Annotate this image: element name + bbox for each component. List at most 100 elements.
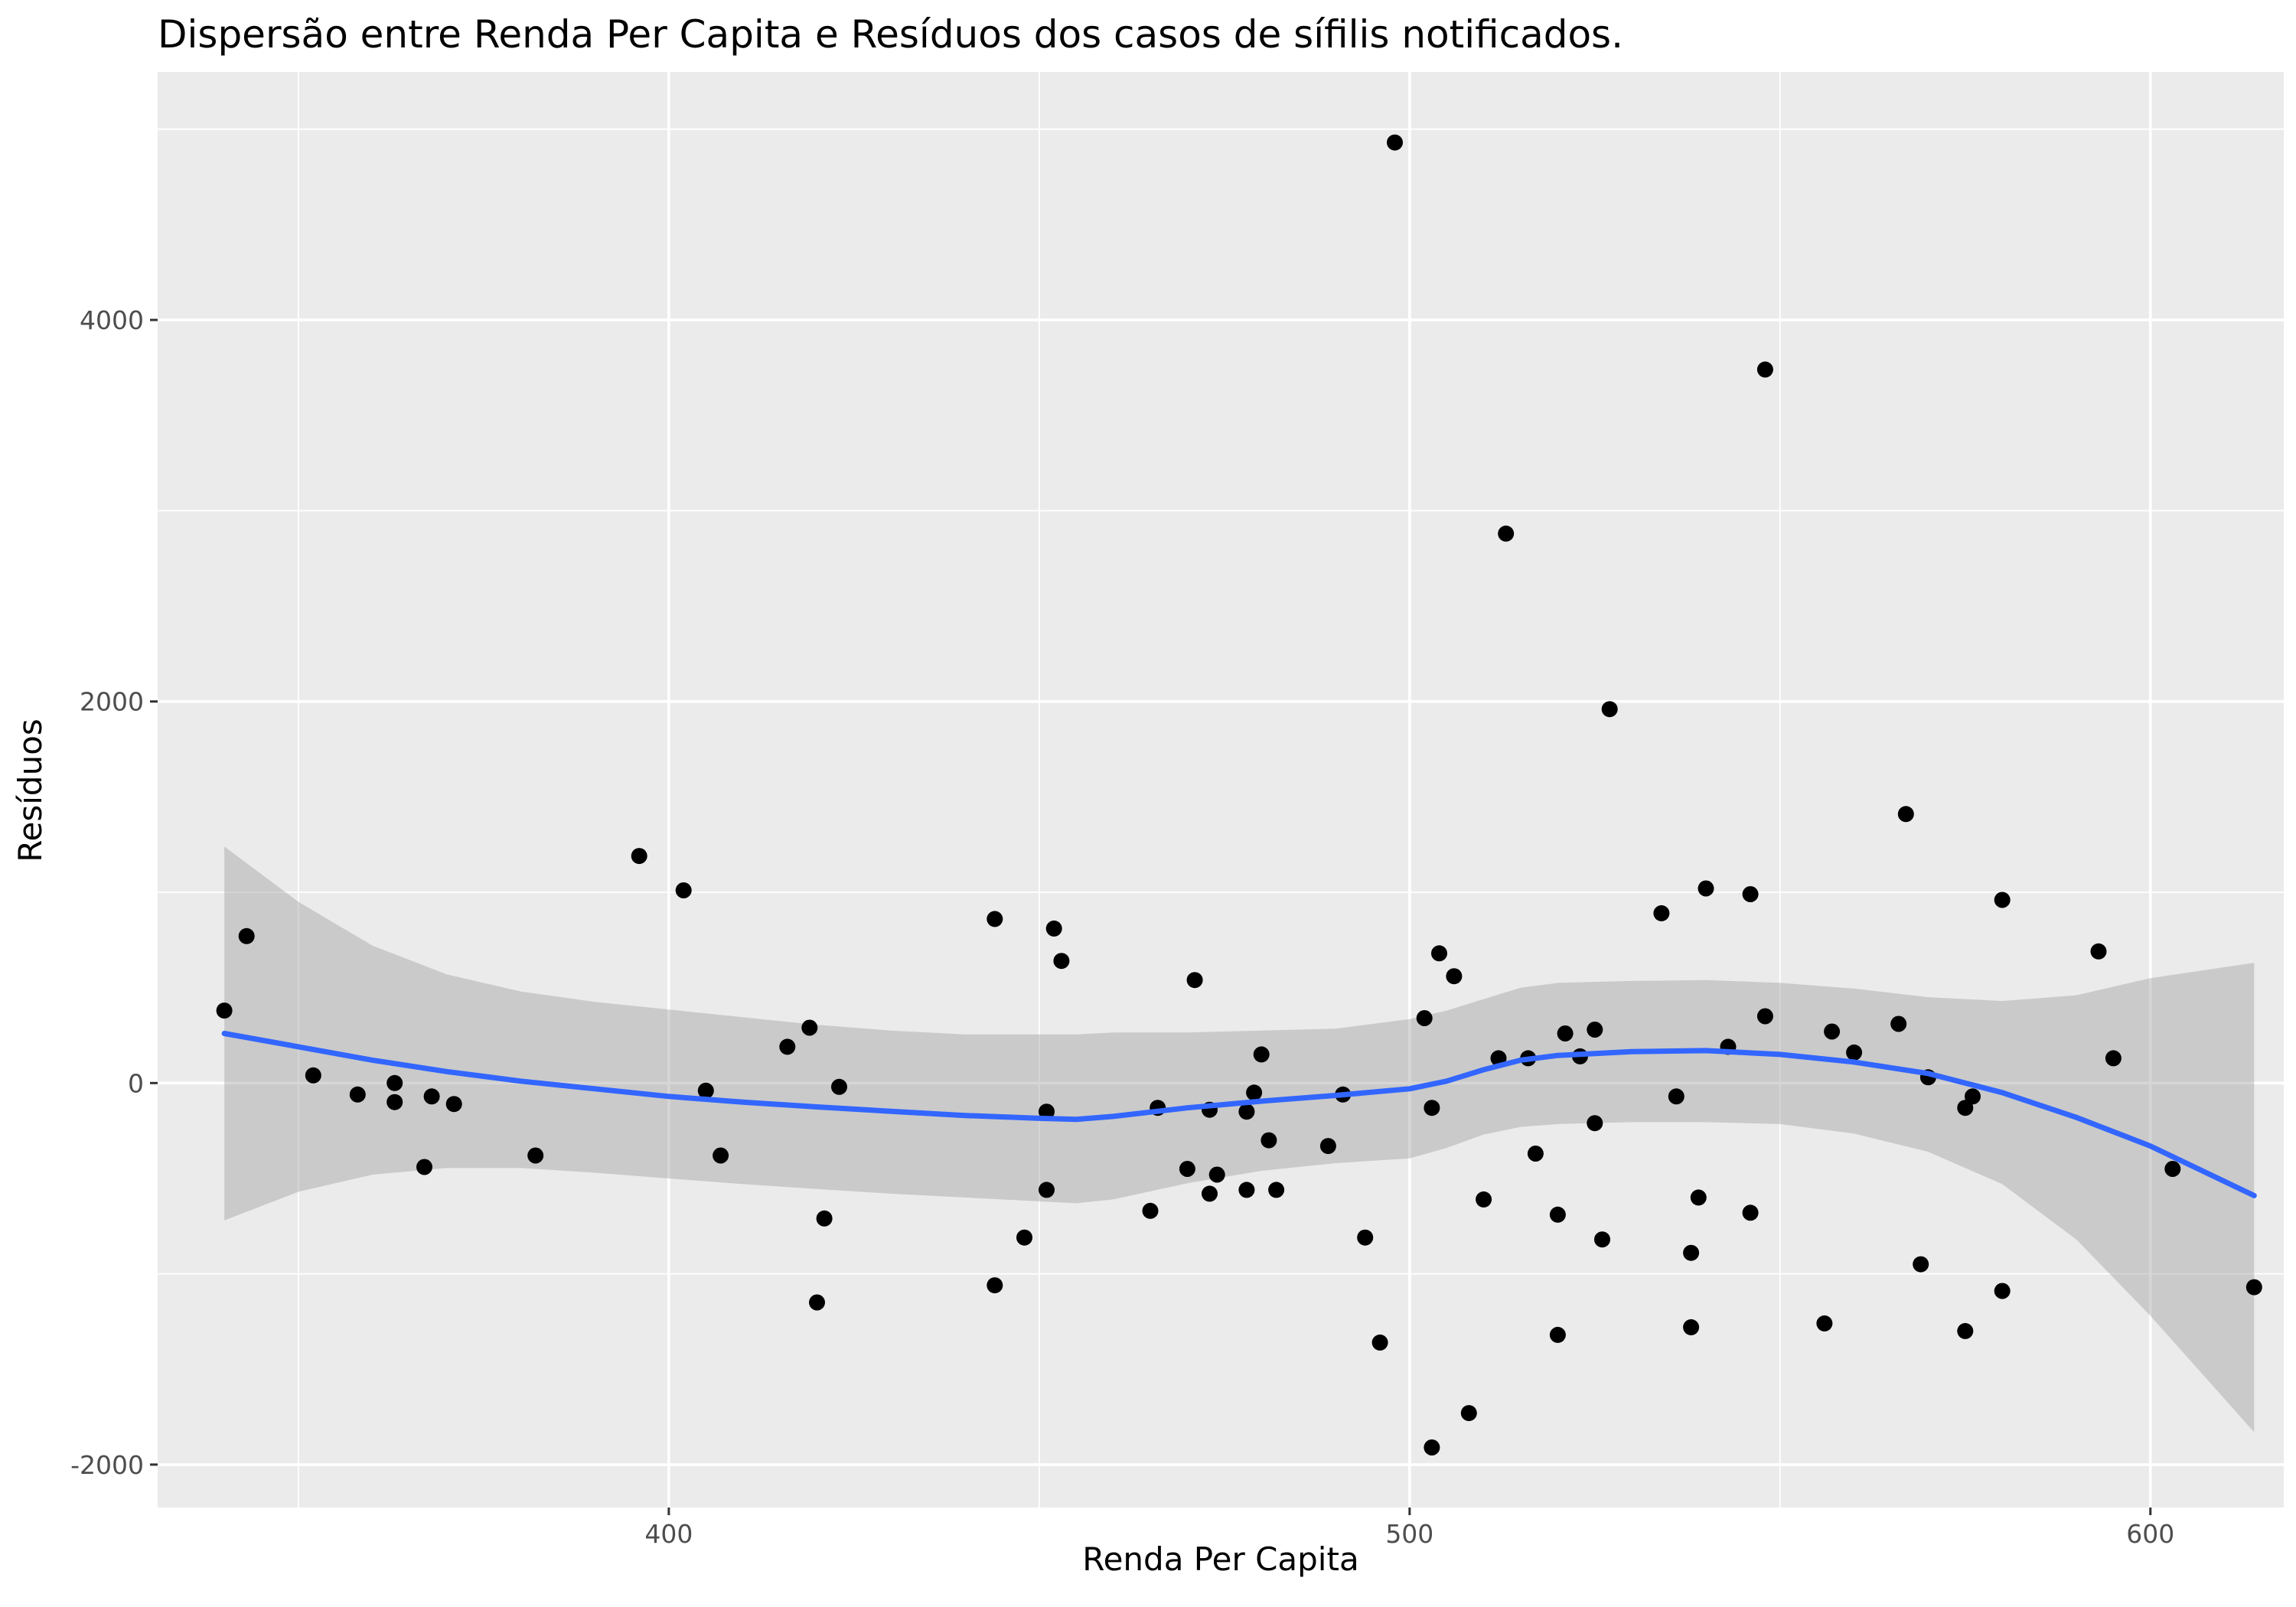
x-tick-label: 600 (2126, 1519, 2174, 1549)
data-point (779, 1038, 796, 1055)
data-point (1476, 1191, 1492, 1208)
data-point (1653, 905, 1670, 921)
data-point (1498, 525, 1515, 542)
data-point (1742, 886, 1759, 902)
data-point (987, 1277, 1003, 1294)
data-point (386, 1094, 403, 1110)
data-point (1557, 1025, 1574, 1041)
data-point (423, 1088, 440, 1105)
data-point (1957, 1322, 1974, 1339)
y-tick-label: -2000 (70, 1450, 144, 1480)
data-point (1016, 1229, 1032, 1246)
data-point (1039, 1182, 1055, 1198)
y-tick-label: 4000 (80, 305, 144, 335)
y-axis-title: Resíduos (11, 719, 49, 862)
data-point (1268, 1182, 1285, 1198)
data-point (349, 1086, 366, 1103)
chart-title: Dispersão entre Renda Per Capita e Resíd… (158, 12, 1623, 57)
data-point (1683, 1319, 1700, 1335)
data-point (1594, 1231, 1610, 1248)
data-point (1690, 1189, 1707, 1206)
data-point (1824, 1023, 1841, 1040)
data-point (1994, 1283, 2011, 1299)
data-point (1431, 945, 1447, 962)
data-point (527, 1147, 544, 1164)
data-point (2090, 943, 2107, 960)
data-point (2164, 1161, 2181, 1177)
data-point (1446, 968, 1463, 985)
data-point (1549, 1206, 1566, 1223)
plot-panel (158, 72, 2284, 1508)
data-point (1890, 1015, 1907, 1032)
confidence-band (224, 846, 2255, 1433)
data-point (1756, 1008, 1773, 1025)
data-point (1587, 1022, 1603, 1038)
data-point (1045, 920, 1062, 937)
x-axis: 400 500 600 (644, 1508, 2174, 1549)
data-point (1668, 1088, 1684, 1105)
data-point (1179, 1161, 1195, 1177)
data-point (2245, 1279, 2262, 1296)
data-point (1416, 1010, 1433, 1026)
data-point (713, 1147, 729, 1164)
data-point (1913, 1256, 1929, 1273)
y-axis: -2000 0 2000 4000 (70, 305, 158, 1480)
data-point (1387, 134, 1403, 151)
data-point (801, 1019, 818, 1036)
data-point (1202, 1185, 1218, 1202)
y-tick-label: 2000 (80, 687, 144, 717)
data-point (1371, 1334, 1388, 1351)
data-point (238, 927, 255, 944)
data-point (1319, 1138, 1336, 1155)
x-tick-label: 500 (1385, 1519, 1433, 1549)
data-point (697, 1082, 714, 1099)
data-point (1039, 1103, 1055, 1120)
data-point (1816, 1315, 1833, 1332)
data-point (1846, 1044, 1863, 1061)
data-point (831, 1078, 847, 1095)
data-point (1897, 806, 1914, 823)
data-point (386, 1074, 403, 1091)
data-point (1527, 1146, 1544, 1162)
data-point (1587, 1115, 1603, 1132)
data-point (1238, 1182, 1255, 1198)
x-axis-title: Renda Per Capita (1082, 1540, 1358, 1578)
major-gridlines (158, 72, 2284, 1508)
data-point (1186, 972, 1203, 989)
data-point (1742, 1204, 1759, 1221)
data-point (1246, 1084, 1263, 1101)
data-point (987, 911, 1003, 927)
smooth-line (221, 1031, 2257, 1198)
data-point (816, 1210, 833, 1227)
data-point (675, 882, 692, 898)
data-point (416, 1159, 432, 1175)
data-point (1994, 892, 2011, 908)
data-point (1698, 880, 1714, 897)
data-point (631, 848, 647, 865)
data-point (1357, 1229, 1374, 1246)
data-point (1957, 1100, 1974, 1116)
minor-gridlines (158, 72, 2284, 1508)
data-point (216, 1002, 233, 1019)
data-point (2105, 1050, 2122, 1067)
data-point (1683, 1244, 1700, 1261)
data-point (1460, 1405, 1477, 1422)
data-point (1142, 1202, 1159, 1219)
data-point (809, 1294, 825, 1311)
data-point (1253, 1046, 1270, 1063)
data-point (1261, 1132, 1277, 1149)
data-point (305, 1067, 321, 1084)
data-point (445, 1096, 462, 1113)
data-point (1965, 1088, 1981, 1105)
data-point (1053, 953, 1070, 970)
y-tick-label: 0 (128, 1068, 144, 1098)
data-point (1756, 361, 1773, 378)
data-point (1549, 1326, 1566, 1343)
data-point (1238, 1103, 1255, 1120)
x-tick-label: 400 (644, 1519, 693, 1549)
data-point (1424, 1439, 1440, 1455)
data-point (1424, 1100, 1440, 1116)
data-point (1208, 1166, 1225, 1183)
data-point (1601, 701, 1618, 718)
